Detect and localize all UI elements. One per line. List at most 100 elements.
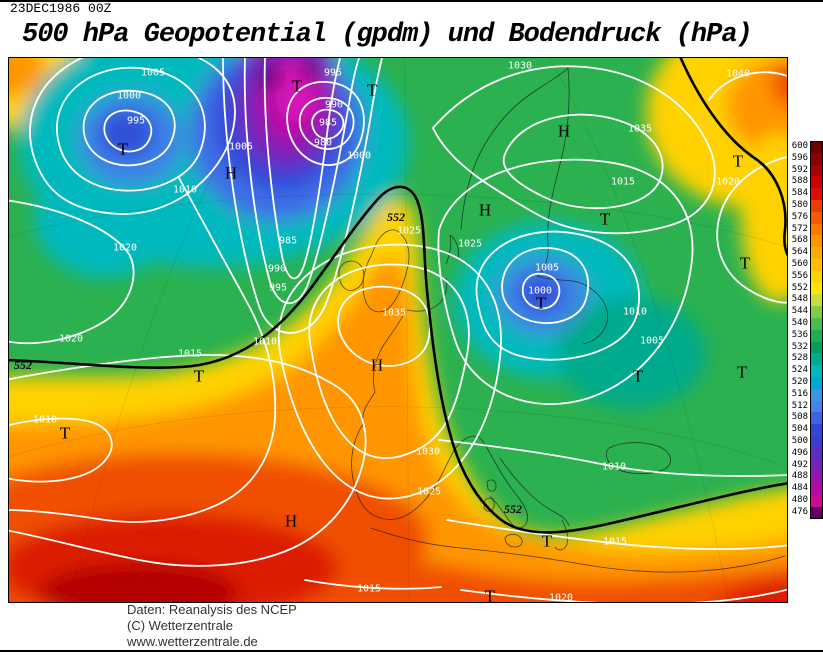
colorbar-value: 536 — [791, 329, 808, 340]
colorbar-swatch — [810, 435, 823, 448]
colorbar-value: 540 — [791, 317, 808, 328]
colorbar-swatch — [810, 376, 823, 389]
pressure-label: 1020 — [59, 334, 83, 345]
top-rule — [0, 0, 823, 2]
colorbar-value: 588 — [791, 176, 808, 187]
pressure-system-marker: H — [479, 201, 491, 220]
colorbar-value: 532 — [791, 341, 808, 352]
pressure-label: 1020 — [113, 243, 137, 254]
colorbar-value: 496 — [791, 447, 808, 458]
geopotential-label: 552 — [504, 502, 522, 516]
colorbar-value: 520 — [791, 376, 808, 387]
pressure-label: 1000 — [117, 91, 141, 102]
colorbar-row: 488 — [788, 471, 823, 484]
map-datetime: 23DEC1986 00Z — [10, 1, 112, 16]
colorbar-row: 584 — [788, 188, 823, 200]
colorbar-row: 568 — [788, 235, 823, 248]
colorbar-swatch — [810, 188, 823, 200]
pressure-system-marker: T — [194, 367, 205, 386]
colorbar-row: 512 — [788, 400, 823, 413]
colorbar-row: 484 — [788, 483, 823, 495]
geopotential-label: 552 — [14, 358, 32, 372]
pressure-system-marker: T — [737, 363, 748, 382]
map-area: 1005 995 1030 1040 1000 990 985 980 995 1005 1000 1… — [0, 18, 823, 656]
pressure-system-marker: T — [740, 254, 751, 273]
map-footer: Daten: Reanalysis des NCEP (C) Wetterzen… — [127, 602, 297, 650]
colorbar-value: 476 — [791, 506, 808, 517]
pressure-label: 995 — [324, 68, 342, 79]
colorbar-swatch — [810, 282, 823, 295]
colorbar-value: 528 — [791, 353, 808, 364]
colorbar-row: 580 — [788, 199, 823, 212]
pressure-system-marker: T — [600, 210, 611, 229]
pressure-label: 1005 — [141, 68, 165, 79]
pressure-label: 980 — [314, 138, 332, 149]
colorbar-value: 544 — [791, 306, 808, 317]
colorbar-row: 508 — [788, 412, 823, 425]
footer-copyright: (C) Wetterzentrale — [127, 618, 233, 633]
colorbar-swatch — [810, 152, 823, 165]
colorbar-value: 592 — [791, 164, 808, 175]
pressure-label: 1030 — [508, 61, 532, 72]
colorbar-row: 516 — [788, 388, 823, 401]
footer-website: www.wetterzentrale.de — [127, 634, 258, 649]
pressure-system-marker: T — [60, 424, 71, 443]
pressure-system-marker: H — [225, 164, 237, 183]
pressure-label: 1040 — [726, 69, 750, 80]
isobar-lines — [4, 44, 791, 606]
pressure-label: 995 — [269, 283, 287, 294]
colorbar-value: 548 — [791, 294, 808, 305]
pressure-system-marker: T — [118, 140, 129, 159]
colorbar-swatch — [810, 164, 823, 177]
pressure-label: 990 — [325, 100, 343, 111]
pressure-label: 1010 — [623, 307, 647, 318]
colorbar-swatch — [810, 483, 823, 495]
colorbar-swatch — [810, 365, 823, 377]
pressure-label: 1010 — [173, 185, 197, 196]
colorbar-row: 492 — [788, 459, 823, 472]
colorbar-value: 500 — [791, 435, 808, 446]
colorbar-swatch — [810, 471, 823, 484]
pressure-label: 1020 — [549, 593, 573, 603]
colorbar: 600 596 592 588 584 580 576 572 568 564 560 556 552 5… — [788, 141, 823, 519]
colorbar-swatch — [810, 424, 823, 436]
pressure-system-marker: T — [485, 587, 496, 603]
pressure-label: 1010 — [33, 415, 57, 426]
colorbar-swatch — [810, 400, 823, 413]
colorbar-row: 504 — [788, 424, 823, 436]
pressure-label: 1025 — [417, 487, 441, 498]
colorbar-swatch — [810, 412, 823, 425]
colorbar-swatch — [810, 494, 823, 507]
colorbar-row: 528 — [788, 353, 823, 366]
colorbar-value: 568 — [791, 235, 808, 246]
pressure-system-marker: T — [733, 152, 744, 171]
colorbar-value: 480 — [791, 494, 808, 505]
pressure-label: 1000 — [347, 151, 371, 162]
pressure-label: 1015 — [611, 177, 635, 188]
footer-source: Daten: Reanalysis des NCEP — [127, 602, 297, 617]
weather-map: 1005 995 1030 1040 1000 990 985 980 995 1005 1000 1… — [0, 18, 823, 656]
colorbar-row: 480 — [788, 494, 823, 507]
pressure-labels: 1005 995 1030 1040 1000 990 985 980 995 1005 1000 1… — [33, 61, 750, 604]
colorbar-row: 496 — [788, 447, 823, 460]
pressure-system-marker: T — [292, 77, 303, 96]
pressure-label: 1035 — [628, 124, 652, 135]
pressure-label: 1005 — [229, 142, 253, 153]
pressure-label: 1010 — [253, 337, 277, 348]
coastlines — [338, 67, 786, 573]
colorbar-value: 596 — [791, 152, 808, 163]
colorbar-row: 548 — [788, 294, 823, 307]
contour-552 — [3, 52, 792, 534]
colorbar-swatch — [810, 388, 823, 401]
colorbar-swatch — [810, 199, 823, 212]
colorbar-row: 576 — [788, 211, 823, 224]
colorbar-row: 544 — [788, 306, 823, 318]
pressure-label: 1015 — [357, 584, 381, 595]
colorbar-value: 524 — [791, 365, 808, 376]
colorbar-row: 596 — [788, 152, 823, 165]
colorbar-row: 476 — [788, 506, 823, 519]
colorbar-swatch — [810, 211, 823, 224]
colorbar-value: 504 — [791, 424, 808, 435]
colorbar-value: 556 — [791, 270, 808, 281]
